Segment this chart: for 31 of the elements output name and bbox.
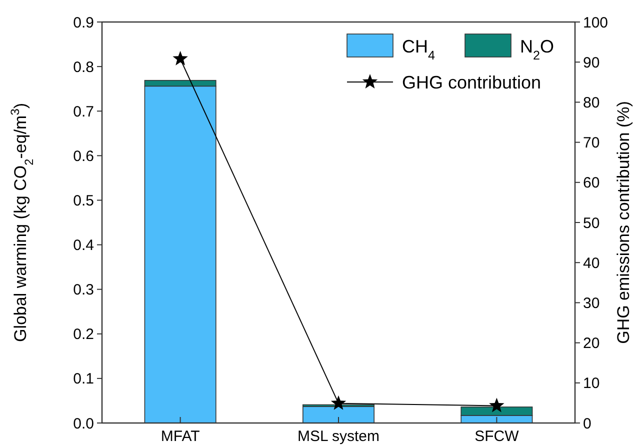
y-tick-label: 0.9 <box>73 14 94 32</box>
y2-axis-title: GHG emissions contribution (%) <box>614 101 633 344</box>
y-tick-label: 0.8 <box>73 58 94 76</box>
x-tick-label: MFAT <box>160 428 200 445</box>
y-tick-label: 0.2 <box>73 326 94 344</box>
legend-label: GHG contribution <box>402 72 542 92</box>
point <box>172 50 188 66</box>
y2-tick-label: 80 <box>583 94 600 112</box>
y2-tick-label: 50 <box>583 214 600 232</box>
y2-tick-label: 100 <box>583 14 608 32</box>
y2-tick-label: 10 <box>583 375 600 392</box>
x-tick-label: SFCW <box>474 428 520 445</box>
y-tick-label: 0.7 <box>73 103 94 120</box>
y2-tick-label: 70 <box>583 134 600 152</box>
y2-tick-label: 40 <box>583 254 600 272</box>
y-tick-label: 0.6 <box>73 148 94 165</box>
y2-tick-label: 90 <box>583 54 600 72</box>
y-tick-label: 0.4 <box>73 237 94 254</box>
legend-label: N$_{2}$O <box>520 36 554 62</box>
legend-label: CH$_{4}$ <box>402 36 436 62</box>
y-tick-label: 0.5 <box>73 192 94 210</box>
y-tick-label: 0.3 <box>73 282 94 299</box>
y2-tick-label: 30 <box>583 294 600 312</box>
y2-tick-label: 20 <box>583 335 600 352</box>
y2-tick-label: 60 <box>583 174 600 192</box>
y-tick-label: 0.1 <box>73 370 94 388</box>
y-tick-label: 0.0 <box>73 415 94 432</box>
y2-tick-label: 0 <box>583 415 592 432</box>
point <box>489 398 504 412</box>
point <box>330 395 346 410</box>
x-tick-label: MSL system <box>298 428 380 445</box>
